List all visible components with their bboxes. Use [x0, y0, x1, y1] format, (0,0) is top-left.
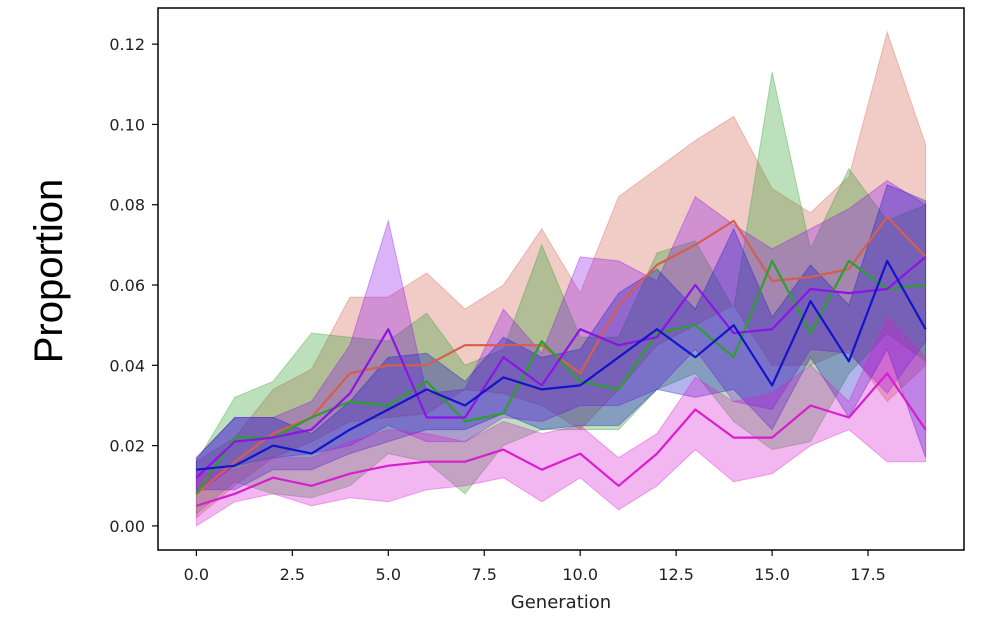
- line-series-2: [195, 259, 926, 495]
- y-tick-label: 0.06: [109, 276, 145, 295]
- x-tick-label: 10.0: [562, 565, 598, 584]
- line-series-4: [196, 259, 927, 471]
- y-tick-label: 0.08: [109, 196, 145, 215]
- x-tick-label: 15.0: [754, 565, 790, 584]
- line-series-5: [196, 372, 927, 507]
- y-axis-label: Proportion: [27, 179, 71, 364]
- y-tick-label: 0.12: [109, 35, 145, 54]
- x-tick-label: 2.5: [280, 565, 305, 584]
- plot-frame: [157, 7, 965, 551]
- line-series-3: [195, 256, 927, 479]
- x-tick-label: 17.5: [850, 565, 886, 584]
- y-tick-label: 0.02: [109, 437, 145, 456]
- x-tick-label: 7.5: [472, 565, 497, 584]
- y-tick-label: 0.10: [109, 115, 145, 134]
- x-axis: 0.0 2.5 5.0 7.5 10.0 12.5 15.0 17.5: [184, 550, 886, 584]
- y-tick-label: 0.00: [109, 517, 145, 536]
- line-series-1: [195, 215, 927, 495]
- x-tick-label: 5.0: [376, 565, 401, 584]
- series-lines: [195, 215, 927, 507]
- x-tick-label: 0.0: [184, 565, 209, 584]
- band-series-5: [195, 316, 927, 527]
- x-axis-label: Generation: [511, 592, 611, 613]
- band-series-1: [195, 30, 927, 519]
- x-tick-label: 12.5: [658, 565, 694, 584]
- y-tick-label: 0.04: [109, 356, 145, 375]
- y-axis: 0.00 0.02 0.04 0.06 0.08 0.10 0.12: [109, 35, 158, 536]
